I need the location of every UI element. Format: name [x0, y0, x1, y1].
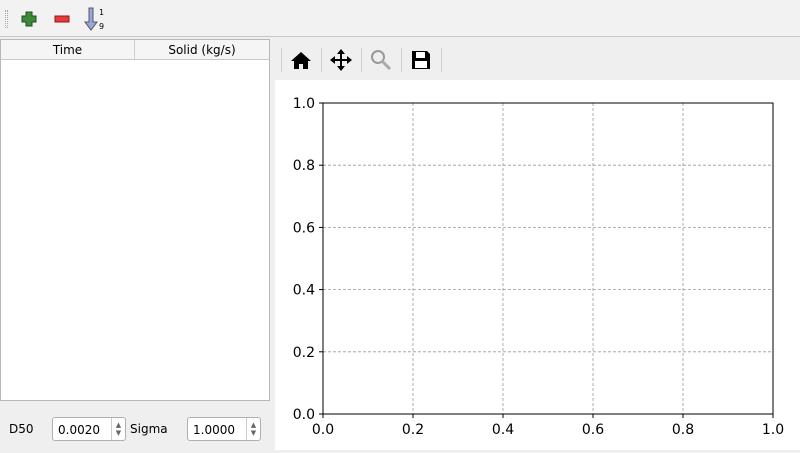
plot-canvas[interactable]: 0.0 0.2 0.4 0.6 0.8 1.0 0.0 0.2 0.4 0.6 0.8 1.0 [275, 80, 800, 450]
sort-label-bottom: 9 [99, 22, 104, 31]
data-table[interactable]: Time Solid (kg/s) [0, 39, 270, 401]
y-tick-label: 0.2 [293, 345, 315, 361]
y-tick-label: 0.6 [293, 220, 315, 236]
column-header-solid[interactable]: Solid (kg/s) [168, 42, 236, 57]
home-icon [291, 52, 311, 69]
plot-toolbar [275, 40, 800, 80]
d50-value: 0.0020 [58, 423, 100, 437]
sort-label-top: 1 [99, 8, 104, 17]
sigma-value: 1.0000 [193, 423, 235, 437]
d50-spinbox[interactable]: 0.0020 ▲ ▼ [52, 417, 126, 441]
add-row-button[interactable] [18, 8, 40, 30]
sort-button[interactable]: 1 9 [84, 7, 106, 31]
main-toolbar: 1 9 [0, 0, 800, 37]
pan-icon [330, 49, 352, 71]
minus-icon [54, 15, 70, 23]
save-button[interactable] [406, 46, 436, 74]
x-tick-label: 0.8 [672, 422, 694, 438]
column-header-time[interactable]: Time [1, 40, 135, 59]
pan-button[interactable] [326, 46, 356, 74]
parameters-panel: D50 0.0020 ▲ ▼ Sigma 1.0000 ▲ ▼ [0, 410, 272, 450]
x-tick-label: 0.4 [492, 422, 514, 438]
d50-label: D50 [9, 422, 34, 436]
save-icon [412, 51, 430, 69]
table-header: Time Solid (kg/s) [1, 40, 269, 60]
y-tick-label: 1.0 [293, 96, 315, 112]
sigma-label: Sigma [130, 422, 168, 436]
x-tick-label: 0.6 [582, 422, 604, 438]
x-tick-label: 0.2 [402, 422, 424, 438]
x-tick-label: 0.0 [312, 422, 334, 438]
toolbar-grip[interactable] [5, 10, 8, 28]
plus-icon [21, 11, 37, 27]
axes-frame [322, 102, 774, 415]
remove-row-button[interactable] [51, 8, 73, 30]
sigma-stepper-arrows[interactable]: ▲ ▼ [246, 418, 260, 440]
x-tick-label: 1.0 [762, 422, 784, 438]
sort-ascending-icon: 1 9 [84, 7, 104, 31]
home-button[interactable] [286, 46, 316, 74]
separator [441, 48, 442, 72]
separator [321, 48, 322, 72]
d50-stepper-arrows[interactable]: ▲ ▼ [111, 418, 125, 440]
zoom-icon [371, 50, 392, 71]
separator [401, 48, 402, 72]
separator [361, 48, 362, 72]
y-tick-label: 0.0 [293, 407, 315, 423]
y-tick-label: 0.4 [293, 283, 315, 299]
sigma-spinbox[interactable]: 1.0000 ▲ ▼ [187, 417, 261, 441]
zoom-button[interactable] [366, 46, 396, 74]
separator [281, 48, 282, 72]
y-tick-label: 0.8 [293, 158, 315, 174]
chart: 0.0 0.2 0.4 0.6 0.8 1.0 0.0 0.2 0.4 0.6 0.8 1.0 [293, 96, 784, 438]
